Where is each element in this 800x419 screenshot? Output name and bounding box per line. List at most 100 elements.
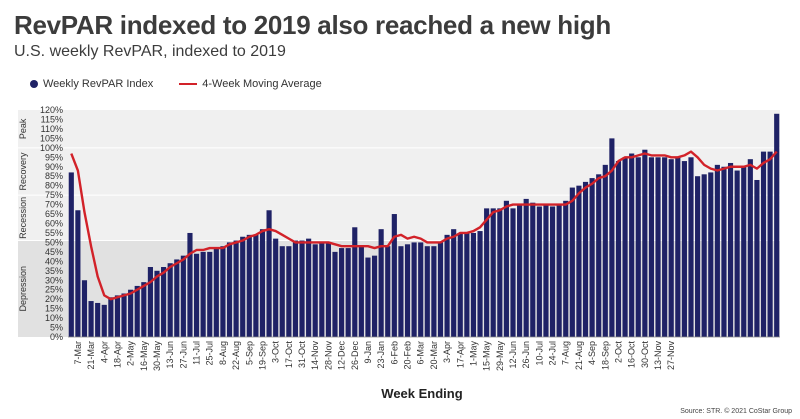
x-tick-label: 8-Aug [218,341,228,365]
bar [648,157,655,337]
x-tick-label: 30-Oct [640,341,650,369]
bar [602,164,608,337]
bar [741,166,747,337]
bar [695,176,701,337]
band-label-peak: Peak [18,118,28,139]
y-tick-label: 105% [40,133,63,143]
bar [490,208,496,337]
bar [75,210,81,337]
x-tick-label: 12-Jun [508,341,518,369]
legend: Weekly RevPAR Index 4-Week Moving Averag… [30,78,322,90]
y-tick-label: 45% [45,247,63,257]
bar [609,138,615,337]
bar [161,267,167,337]
x-tick-label: 30-May [152,341,162,372]
bar [523,198,529,337]
y-tick-label: 115% [41,114,63,124]
bar [253,234,259,337]
bar [470,232,477,337]
bar [371,255,378,337]
x-tick-label: 14-Nov [310,341,320,371]
band-peak [18,110,780,148]
bar [530,202,536,337]
bar [774,113,780,338]
bar [431,246,437,337]
x-tick-label: 20-Feb [403,341,413,370]
bar [286,246,292,337]
x-axis-title: Week Ending [381,386,462,401]
bar [721,166,727,337]
x-tick-label: 13-Nov [653,341,663,371]
x-tick-label: 21-Mar [86,341,96,370]
bar [622,157,628,337]
y-tick-label: 25% [45,285,63,295]
bar [306,238,312,337]
y-tick-label: 55% [45,228,63,238]
x-tick-label: 6-Feb [389,341,399,365]
y-tick-label: 35% [45,266,63,276]
x-tick-label: 22-Aug [231,341,241,370]
bar [358,246,364,337]
y-tick-label: 75% [45,190,63,200]
bar [266,210,272,337]
bar [589,178,595,337]
bar [747,159,753,337]
x-tick-label: 21-Aug [574,341,584,370]
bar [154,270,160,337]
bar [273,238,279,337]
y-tick-label: 10% [45,313,63,323]
x-tick-label: 31-Oct [297,341,307,369]
x-tick-label: 3-Apr [442,341,452,363]
bar [418,242,424,337]
chart-subtitle: U.S. weekly RevPAR, indexed to 2019 [14,43,286,60]
bar [365,257,371,337]
bar [391,214,397,337]
bar [767,151,773,337]
x-tick-label: 1-May [468,341,478,367]
bar [246,234,252,337]
bar [497,208,503,337]
bar [549,206,556,337]
bar [108,297,114,337]
x-tick-label: 3-Oct [271,341,281,364]
bar [332,251,338,337]
bar [655,157,661,337]
x-tick-label: 9-Jan [363,341,373,364]
bar [259,229,266,337]
bar [556,204,562,337]
bar [424,246,430,337]
bar [727,162,734,337]
y-tick-label: 0% [50,332,63,342]
bar [701,174,707,337]
bar [95,302,101,337]
x-tick-label: 4-Sep [587,341,597,365]
moving-average-series [70,150,778,301]
bar [279,246,285,337]
bar [576,185,582,337]
x-tick-label: 12-Dec [337,341,347,371]
x-tick-label: 7-Aug [561,341,571,365]
bar [88,301,94,337]
bar [114,295,121,337]
x-tick-label: 6-Mar [416,341,426,365]
bar [582,181,589,337]
bar [352,227,358,337]
x-tick-label: 20-Mar [429,341,439,370]
bar [226,242,233,337]
bar [675,157,681,337]
x-tick-label: 16-Oct [627,341,637,369]
x-tick-label: 18-Apr [112,341,122,368]
x-tick-label: 23-Jan [376,341,386,369]
y-tick-label: 120% [40,105,63,115]
bar [220,246,226,337]
bar [457,232,463,337]
bar [754,179,760,337]
y-tick-label: 85% [45,171,63,181]
bar [299,240,305,337]
y-tick-label: 95% [45,152,63,162]
bar [708,172,714,337]
bar [635,157,641,337]
chart-title: RevPAR indexed to 2019 also reached a ne… [14,10,611,40]
bar [464,232,470,337]
